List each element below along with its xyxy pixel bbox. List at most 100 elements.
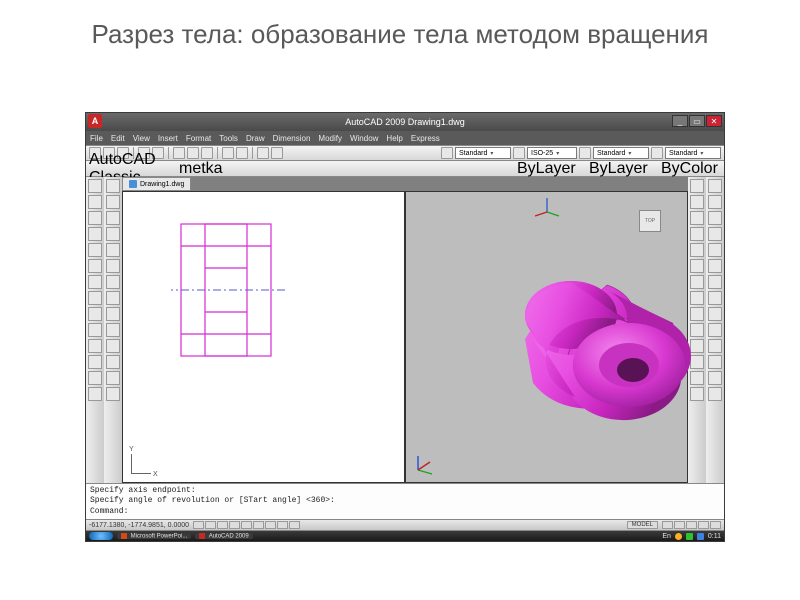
- menu-express[interactable]: Express: [411, 134, 440, 143]
- dist-icon[interactable]: [690, 179, 704, 193]
- stretch-icon[interactable]: [106, 307, 120, 321]
- dim-icon[interactable]: [513, 147, 525, 159]
- pan-icon[interactable]: [257, 147, 269, 159]
- cone-icon[interactable]: [708, 227, 722, 241]
- menu-format[interactable]: Format: [186, 134, 211, 143]
- status-ico-4[interactable]: [698, 521, 709, 529]
- section-icon[interactable]: [708, 371, 722, 385]
- circle-icon[interactable]: [88, 259, 102, 273]
- cut-icon[interactable]: [173, 147, 185, 159]
- lwt-toggle[interactable]: [289, 521, 300, 529]
- viewport-3d[interactable]: TOP: [405, 191, 688, 483]
- block-icon[interactable]: [88, 339, 102, 353]
- document-tab[interactable]: Drawing1.dwg: [122, 177, 191, 191]
- viewcube-face[interactable]: TOP: [639, 210, 661, 232]
- menu-insert[interactable]: Insert: [158, 134, 178, 143]
- tray-lang[interactable]: En: [662, 533, 671, 540]
- redo-icon[interactable]: [236, 147, 248, 159]
- break-icon[interactable]: [106, 355, 120, 369]
- sphere-icon[interactable]: [708, 195, 722, 209]
- region-icon[interactable]: [88, 371, 102, 385]
- style-icon[interactable]: [441, 147, 453, 159]
- model-space-tab[interactable]: MODEL: [627, 521, 658, 529]
- mirror-icon[interactable]: [106, 211, 120, 225]
- tablestyle-combo[interactable]: Standard: [593, 147, 649, 159]
- rectangle-icon[interactable]: [88, 227, 102, 241]
- minimize-button[interactable]: _: [672, 115, 688, 127]
- mleaderstyle-combo[interactable]: Standard: [665, 147, 721, 159]
- drawing-area[interactable]: Drawing1.dwg: [122, 177, 688, 483]
- snap-toggle[interactable]: [193, 521, 204, 529]
- tray-icon-2[interactable]: [686, 533, 693, 540]
- extrude-icon[interactable]: [708, 275, 722, 289]
- status-ico-1[interactable]: [662, 521, 673, 529]
- menu-view[interactable]: View: [133, 134, 150, 143]
- intersect-icon[interactable]: [708, 339, 722, 353]
- text-icon[interactable]: [88, 355, 102, 369]
- linetype-combo[interactable]: ByLayer: [589, 160, 659, 178]
- paste-icon[interactable]: [201, 147, 213, 159]
- list-icon[interactable]: [690, 227, 704, 241]
- array-icon[interactable]: [106, 243, 120, 257]
- status-ico-2[interactable]: [674, 521, 685, 529]
- torus-icon[interactable]: [708, 259, 722, 273]
- trim-icon[interactable]: [106, 323, 120, 337]
- viewport-2d[interactable]: Y X: [122, 191, 405, 483]
- tray-icon-3[interactable]: [697, 533, 704, 540]
- union-icon[interactable]: [708, 307, 722, 321]
- ducs-toggle[interactable]: [265, 521, 276, 529]
- area-icon[interactable]: [690, 195, 704, 209]
- menu-tools[interactable]: Tools: [219, 134, 238, 143]
- menu-window[interactable]: Window: [350, 134, 378, 143]
- status-ico-5[interactable]: [710, 521, 721, 529]
- textstyle-combo[interactable]: Standard: [455, 147, 511, 159]
- ortho-toggle[interactable]: [217, 521, 228, 529]
- taskbar-item-2[interactable]: AutoCAD 2009: [195, 533, 252, 540]
- status-ico-3[interactable]: [686, 521, 697, 529]
- fillet-icon[interactable]: [106, 371, 120, 385]
- hatch-icon[interactable]: [88, 307, 102, 321]
- 3dorbit-icon[interactable]: [690, 259, 704, 273]
- layer-combo[interactable]: metka: [179, 160, 279, 178]
- menu-modify[interactable]: Modify: [318, 134, 342, 143]
- arc-icon[interactable]: [88, 243, 102, 257]
- undo-icon[interactable]: [222, 147, 234, 159]
- table-icon[interactable]: [579, 147, 591, 159]
- tray-icon-1[interactable]: [675, 533, 682, 540]
- menu-dimension[interactable]: Dimension: [273, 134, 311, 143]
- menu-edit[interactable]: Edit: [111, 134, 125, 143]
- copy2-icon[interactable]: [106, 195, 120, 209]
- slice-icon[interactable]: [708, 355, 722, 369]
- command-window[interactable]: Specify axis endpoint: Specify angle of …: [86, 483, 724, 519]
- zoom-icon[interactable]: [271, 147, 283, 159]
- erase-icon[interactable]: [106, 179, 120, 193]
- copy-icon[interactable]: [187, 147, 199, 159]
- move-icon[interactable]: [106, 259, 120, 273]
- close-button[interactable]: ✕: [706, 115, 722, 127]
- maximize-button[interactable]: ▭: [689, 115, 705, 127]
- mleader-icon[interactable]: [651, 147, 663, 159]
- id-icon[interactable]: [690, 243, 704, 257]
- lineweight-combo[interactable]: ByColor: [661, 160, 721, 178]
- color-combo[interactable]: ByLayer: [517, 160, 587, 178]
- start-button[interactable]: [89, 532, 113, 540]
- osnap-toggle[interactable]: [241, 521, 252, 529]
- otrack-toggle[interactable]: [253, 521, 264, 529]
- menu-help[interactable]: Help: [386, 134, 402, 143]
- spline-icon[interactable]: [88, 275, 102, 289]
- dyn-toggle[interactable]: [277, 521, 288, 529]
- viewcube[interactable]: TOP: [633, 202, 673, 242]
- menu-draw[interactable]: Draw: [246, 134, 265, 143]
- window-titlebar[interactable]: A AutoCAD 2009 Drawing1.dwg _ ▭ ✕: [86, 113, 724, 131]
- point-icon[interactable]: [88, 323, 102, 337]
- explode-icon[interactable]: [106, 387, 120, 401]
- table-draw-icon[interactable]: [88, 387, 102, 401]
- offset-icon[interactable]: [106, 227, 120, 241]
- extend-icon[interactable]: [106, 339, 120, 353]
- wedge-icon[interactable]: [708, 243, 722, 257]
- massprop-icon[interactable]: [690, 211, 704, 225]
- revolve-icon[interactable]: [708, 291, 722, 305]
- rotate-icon[interactable]: [106, 275, 120, 289]
- grid-toggle[interactable]: [205, 521, 216, 529]
- interfere-icon[interactable]: [708, 387, 722, 401]
